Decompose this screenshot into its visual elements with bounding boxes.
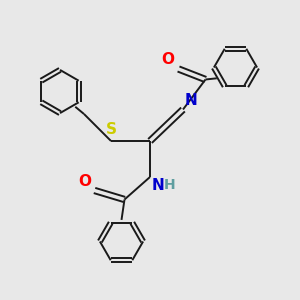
Text: O: O <box>78 174 91 189</box>
Text: N: N <box>184 93 197 108</box>
Text: H: H <box>164 178 175 192</box>
Text: O: O <box>161 52 174 68</box>
Text: N: N <box>151 178 164 193</box>
Text: S: S <box>106 122 116 137</box>
